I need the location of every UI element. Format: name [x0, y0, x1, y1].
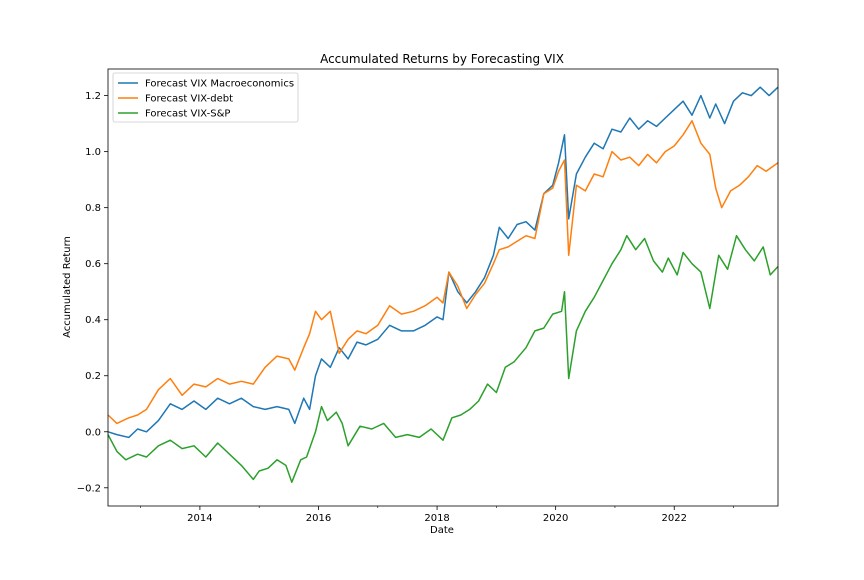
y-tick-label-5: 0.8	[85, 203, 101, 214]
y-tick-label-0: −0.2	[77, 483, 101, 494]
y-tick-label-2: 0.2	[85, 371, 101, 382]
series-line-0	[107, 86, 779, 439]
legend-label-1: Forecast VIX-debt	[145, 94, 233, 105]
x-tick-label-3: 2020	[543, 513, 568, 524]
y-tick-label-6: 1.0	[85, 147, 101, 158]
legend: Forecast VIX Macroeconomics Forecast VIX-…	[112, 72, 299, 123]
chart-title: Accumulated Returns by Forecasting VIX	[320, 52, 564, 66]
x-tick-label-2: 2018	[424, 513, 449, 524]
y-tick-label-1: 0.0	[85, 427, 101, 438]
y-tick-label-3: 0.4	[85, 315, 101, 326]
series-line-1	[107, 120, 779, 425]
plot-area	[107, 68, 779, 507]
series-line-2	[107, 234, 779, 483]
y-tick-label-7: 1.2	[85, 91, 101, 102]
y-axis-label: Accumulated Return	[62, 236, 73, 338]
legend-label-2: Forecast VIX-S&P	[145, 109, 230, 120]
x-tick-label-1: 2016	[306, 513, 331, 524]
x-tick-label-0: 2014	[187, 513, 212, 524]
y-tick-label-4: 0.6	[85, 259, 101, 270]
x-axis-label: Date	[430, 525, 454, 536]
plot-frame	[107, 68, 779, 507]
y-axis: −0.2 0.0 0.2 0.4 0.6 0.8 1.0 1.2	[77, 91, 108, 494]
legend-label-0: Forecast VIX Macroeconomics	[145, 79, 294, 90]
x-tick-label-4: 2022	[662, 513, 687, 524]
legend-box	[112, 72, 299, 123]
x-axis: 2014 2016 2018 2020 2022	[140, 506, 734, 524]
